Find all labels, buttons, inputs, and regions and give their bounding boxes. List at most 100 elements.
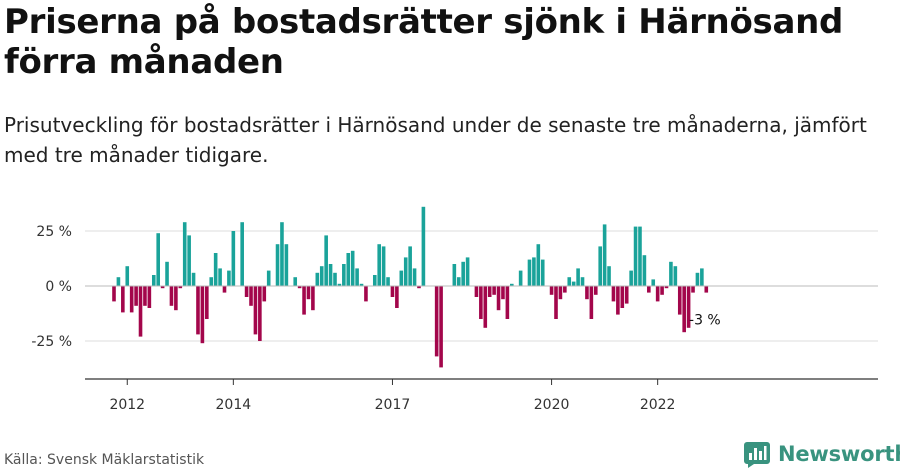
bar: [501, 286, 505, 300]
bar: [585, 286, 589, 300]
bar: [571, 281, 576, 286]
bar: [563, 286, 567, 293]
newsworthy-logo: Newsworthy: [744, 440, 900, 468]
bar: [417, 286, 421, 289]
bar: [196, 286, 200, 335]
bar: [620, 286, 625, 308]
bar: [377, 244, 381, 286]
bar: [611, 286, 616, 302]
bar: [213, 253, 218, 286]
bar: [227, 270, 231, 286]
bar: [673, 266, 678, 286]
bar: [496, 286, 501, 311]
bar: [346, 253, 351, 286]
bar: [147, 286, 152, 308]
bar: [319, 266, 324, 286]
bar: [695, 272, 700, 286]
bar: [249, 286, 253, 306]
bar: [616, 286, 620, 315]
bar: [293, 277, 298, 286]
bar: [456, 277, 461, 286]
bar: [297, 286, 302, 289]
bar: [624, 286, 629, 304]
bar: [311, 286, 315, 311]
source-note: Källa: Svensk Mäklarstatistik: [4, 452, 205, 468]
bar: [266, 270, 271, 286]
bar: [532, 257, 536, 286]
bar: [209, 277, 214, 286]
bar: [510, 283, 514, 286]
bar: [156, 233, 160, 286]
x-tick-label: 2012: [109, 397, 145, 413]
x-tick-label: 2017: [375, 397, 411, 413]
bar: [200, 286, 205, 344]
bar: [240, 222, 244, 286]
bar: [607, 266, 611, 286]
bar: [372, 275, 377, 286]
bar: [205, 286, 209, 319]
bar: [536, 244, 541, 286]
bar: [655, 286, 660, 302]
chart-subtitle: Prisutveckling för bostadsrätter i Härnö…: [4, 113, 867, 167]
bar: [677, 286, 682, 315]
bar: [403, 257, 408, 286]
bar: [465, 257, 470, 286]
bar: [151, 275, 156, 286]
bar: [421, 206, 426, 286]
x-tick-label: 2022: [640, 397, 676, 413]
bar: [187, 235, 191, 286]
last-value-label: -3 %: [689, 313, 721, 329]
bar: [116, 277, 121, 286]
y-tick-label: 25 %: [36, 224, 72, 240]
brand-name: Newsworthy: [778, 442, 900, 466]
bar: [129, 286, 134, 313]
bar: [669, 261, 673, 286]
bar: [408, 246, 412, 286]
bar: [660, 286, 664, 295]
bar: [244, 286, 249, 297]
bar: [306, 286, 311, 300]
bar: [629, 270, 633, 286]
bar: [479, 286, 483, 319]
bar: [638, 226, 642, 286]
bar: [664, 286, 669, 289]
bar: [386, 277, 390, 286]
bar: [333, 272, 337, 286]
bars: [112, 206, 709, 368]
bar: [505, 286, 510, 319]
bar: [554, 286, 558, 319]
axes: [85, 285, 878, 385]
bar: [700, 268, 704, 286]
bar: [439, 286, 443, 368]
bar: [576, 268, 580, 286]
x-tick-label: 2020: [534, 397, 570, 413]
bar: [174, 286, 178, 311]
labels: 25 % 0 % -25 % 2012 2014 2017 2020 2022 -3 %: [31, 224, 720, 413]
bar: [218, 268, 222, 286]
bar: [558, 286, 563, 300]
bar: [275, 244, 280, 286]
bar: [178, 286, 183, 289]
bar: [191, 272, 196, 286]
bar: [231, 231, 236, 286]
bar: [527, 259, 532, 286]
bar: [474, 286, 479, 297]
bar: [390, 286, 395, 297]
bar: [602, 224, 607, 286]
bar: [253, 286, 258, 335]
bar: [593, 286, 598, 295]
bar: [589, 286, 594, 319]
bar: [651, 279, 656, 286]
bar: [399, 270, 404, 286]
bar: [567, 277, 572, 286]
bar: [395, 286, 399, 308]
gridlines: [85, 230, 878, 342]
bar: [280, 222, 284, 286]
bar: [364, 286, 368, 302]
bar: [138, 286, 143, 337]
bar: [633, 226, 638, 286]
bar: [125, 266, 130, 286]
bar-chart: 25 % 0 % -25 % 2012 2014 2017 2020 2022 -3 %: [31, 206, 878, 413]
bar: [642, 255, 647, 286]
bar: [324, 235, 328, 286]
